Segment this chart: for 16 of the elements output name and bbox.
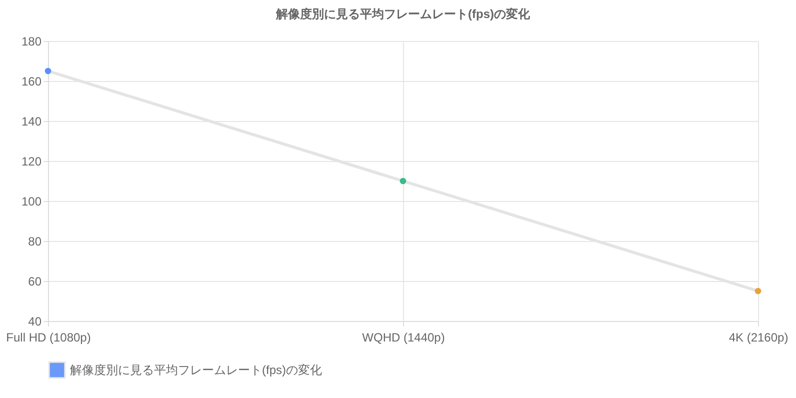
y-tick-label: 100 bbox=[21, 194, 42, 208]
x-tick-label: Full HD (1080p) bbox=[6, 330, 91, 344]
y-tick-label: 40 bbox=[28, 314, 42, 328]
point bbox=[754, 288, 762, 294]
y-tick-label: 120 bbox=[21, 154, 42, 168]
y-tick-label: 160 bbox=[21, 74, 42, 88]
point bbox=[400, 178, 406, 184]
chart-title: 解像度別に見る平均フレームレート(fps)の変化 bbox=[275, 7, 531, 21]
legend-label: 解像度別に見る平均フレームレート(fps)の変化 bbox=[70, 363, 322, 377]
y-tick-label: 80 bbox=[28, 234, 42, 248]
y-tick-label: 180 bbox=[21, 34, 42, 48]
y-tick-label: 60 bbox=[28, 274, 42, 288]
y-tick-label: 140 bbox=[21, 114, 42, 128]
x-tick-label: WQHD (1440p) bbox=[362, 330, 445, 344]
point bbox=[44, 68, 52, 74]
x-tick-label: 4K (2160p) bbox=[728, 330, 788, 344]
